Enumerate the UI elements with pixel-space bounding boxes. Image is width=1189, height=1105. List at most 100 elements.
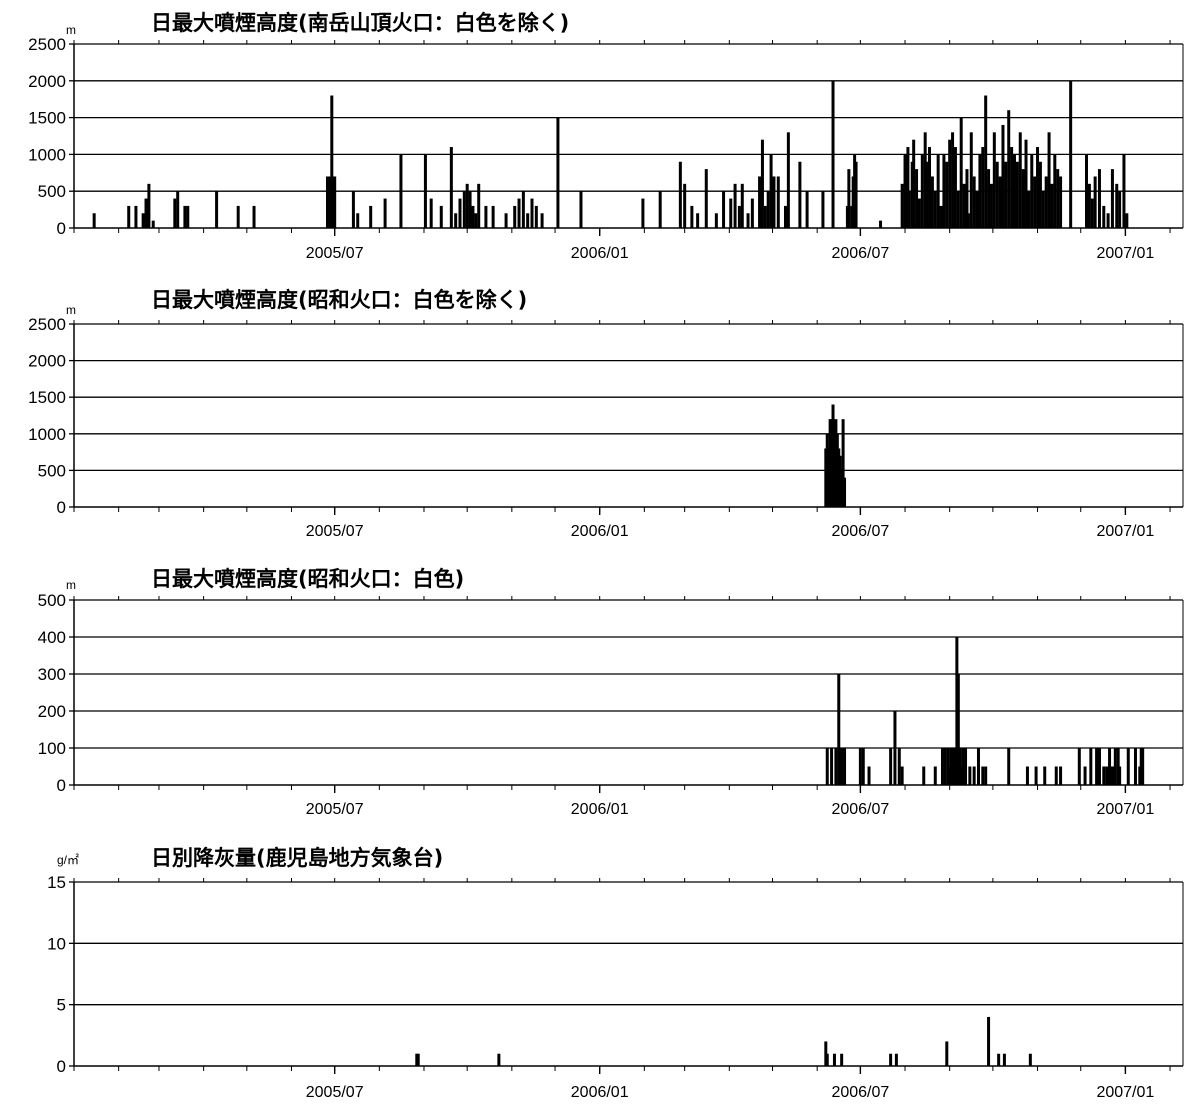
chart-title: 日最大噴煙高度(昭和火口：白色) bbox=[151, 567, 464, 591]
bar bbox=[966, 213, 970, 228]
bar bbox=[1007, 748, 1011, 785]
y-tick-label: 200 bbox=[38, 702, 66, 721]
bar bbox=[1087, 183, 1091, 228]
bar bbox=[1118, 191, 1122, 228]
bar bbox=[1115, 183, 1119, 228]
y-tick-label: 2000 bbox=[28, 72, 66, 91]
bar bbox=[1043, 766, 1047, 785]
bar bbox=[186, 205, 190, 228]
chart-title: 日最大噴煙高度(昭和火口：白色を除く) bbox=[151, 288, 527, 312]
chart-svg: 日別降灰量(鹿児島地方気象台) g/㎡ 0 5 10 15 2005/07 2006/01 20… bbox=[47, 846, 1184, 1101]
bar bbox=[981, 147, 985, 228]
bar bbox=[900, 183, 904, 228]
bar bbox=[1001, 124, 1005, 228]
bar bbox=[1089, 748, 1093, 785]
bar bbox=[975, 191, 979, 228]
bar bbox=[484, 205, 488, 228]
bar bbox=[939, 205, 943, 228]
bar bbox=[1050, 183, 1054, 228]
bar bbox=[1054, 766, 1058, 785]
bar bbox=[1095, 748, 1099, 785]
bar bbox=[540, 213, 544, 228]
bar bbox=[351, 191, 355, 228]
bar bbox=[454, 213, 458, 228]
bar bbox=[325, 176, 329, 228]
bar bbox=[847, 169, 851, 228]
bar bbox=[1085, 154, 1089, 228]
y-axis-unit: g/㎡ bbox=[57, 853, 79, 867]
x-tick-label: 2005/07 bbox=[306, 1084, 364, 1101]
bar bbox=[930, 176, 934, 228]
bar bbox=[936, 154, 940, 228]
y-tick-label: 15 bbox=[47, 873, 66, 892]
bar bbox=[805, 191, 809, 228]
y-axis-unit: m bbox=[66, 578, 76, 592]
bar bbox=[832, 1053, 836, 1066]
x-tick-label: 2006/07 bbox=[831, 801, 889, 818]
bar bbox=[964, 748, 968, 785]
bar bbox=[1141, 748, 1145, 785]
bar bbox=[696, 213, 700, 228]
bar bbox=[995, 161, 999, 228]
bar bbox=[92, 213, 96, 228]
bar bbox=[1106, 213, 1110, 228]
bar bbox=[961, 748, 965, 785]
bar bbox=[465, 183, 469, 228]
bar bbox=[940, 748, 944, 785]
bar bbox=[956, 191, 960, 228]
bar bbox=[1007, 110, 1011, 228]
x-tick-label: 2007/01 bbox=[1096, 523, 1154, 540]
bar bbox=[1034, 766, 1038, 785]
chart-panel-2: 日最大噴煙高度(昭和火口：白色を除く) m 0 500 1000 1500 2000 2500… bbox=[0, 280, 1189, 550]
bar bbox=[867, 766, 871, 785]
bar bbox=[144, 198, 148, 228]
y-tick-label: 0 bbox=[57, 776, 66, 795]
bar bbox=[1093, 176, 1097, 228]
bar bbox=[760, 139, 764, 228]
bar bbox=[915, 169, 919, 228]
bar bbox=[333, 176, 337, 228]
bar bbox=[1027, 191, 1031, 228]
bar bbox=[658, 191, 662, 228]
x-tick-label: 2006/01 bbox=[571, 245, 629, 262]
bar bbox=[897, 748, 901, 785]
bar bbox=[141, 213, 145, 228]
bar bbox=[151, 220, 155, 228]
bar bbox=[439, 205, 443, 228]
bar bbox=[841, 419, 845, 507]
x-tick-label: 2007/01 bbox=[1096, 801, 1154, 818]
bar bbox=[978, 154, 982, 228]
bar bbox=[1102, 205, 1106, 228]
bar bbox=[879, 220, 883, 228]
y-tick-label: 2500 bbox=[28, 35, 66, 54]
bar bbox=[948, 139, 952, 228]
bar bbox=[903, 154, 907, 228]
bar bbox=[997, 1053, 1001, 1066]
bar bbox=[1083, 766, 1087, 785]
bar bbox=[416, 1053, 420, 1066]
bar bbox=[176, 191, 180, 228]
bar bbox=[840, 1053, 844, 1066]
bar bbox=[521, 191, 525, 228]
chart-svg: 日最大噴煙高度(南岳山頂火口：白色を除く) m 0 500 1000 1500 2000 25… bbox=[28, 11, 1184, 262]
bar bbox=[837, 674, 841, 785]
bar bbox=[821, 191, 825, 228]
bar bbox=[1002, 1053, 1006, 1066]
bar bbox=[526, 213, 530, 228]
bar bbox=[854, 161, 858, 228]
bar bbox=[737, 205, 741, 228]
bar bbox=[746, 213, 750, 228]
bar bbox=[893, 711, 897, 785]
bar bbox=[556, 117, 560, 228]
x-tick-label: 2005/07 bbox=[306, 523, 364, 540]
bar bbox=[969, 132, 973, 228]
bar bbox=[758, 176, 762, 228]
bar bbox=[722, 191, 726, 228]
bar bbox=[1069, 80, 1073, 228]
bar bbox=[534, 205, 538, 228]
bar bbox=[458, 198, 462, 228]
bar bbox=[987, 169, 991, 228]
y-axis-unit: m bbox=[66, 303, 76, 317]
y-tick-label: 500 bbox=[38, 182, 66, 201]
bar bbox=[956, 674, 960, 785]
